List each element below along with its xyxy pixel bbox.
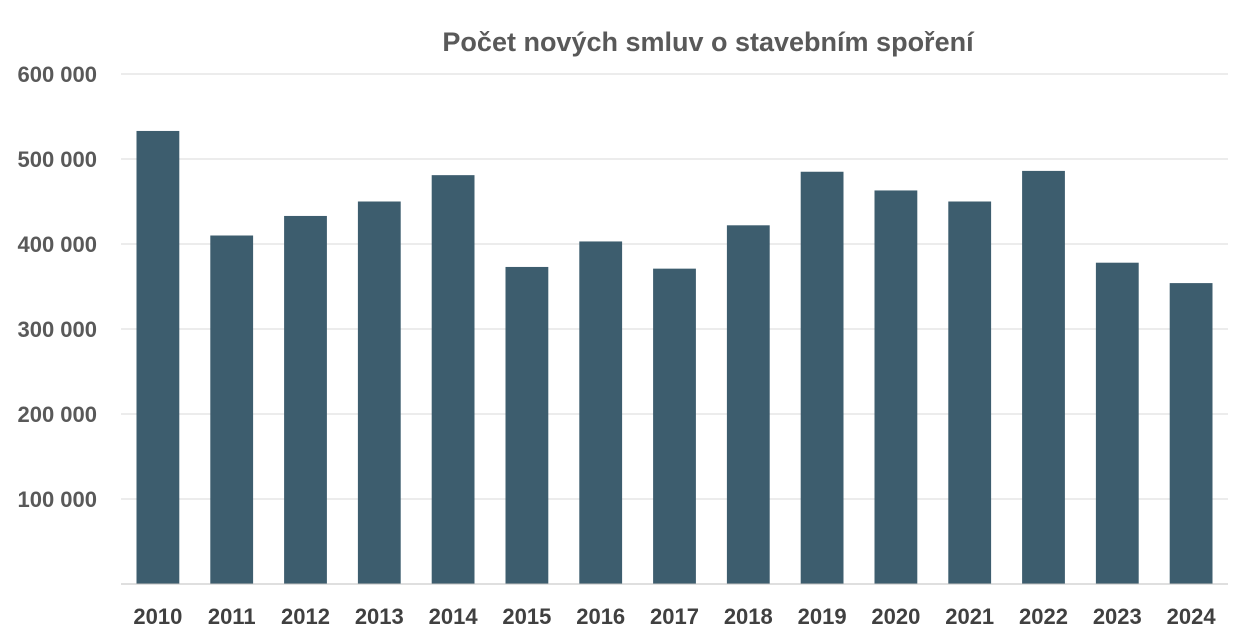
bar-2014 xyxy=(431,175,475,584)
x-tick-label: 2013 xyxy=(355,604,404,629)
y-tick-label: 300 000 xyxy=(17,317,97,342)
x-tick-label: 2021 xyxy=(945,604,994,629)
x-tick-label: 2022 xyxy=(1019,604,1068,629)
y-tick-label: 500 000 xyxy=(17,147,97,172)
bar-2016 xyxy=(579,241,623,584)
x-tick-label: 2024 xyxy=(1167,604,1217,629)
x-tick-label: 2019 xyxy=(798,604,847,629)
y-tick-label: 200 000 xyxy=(17,402,97,427)
bar-2019 xyxy=(800,171,844,584)
y-axis-tick-labels: 100 000 200 000 300 000 400 000 500 000 600 0… xyxy=(17,62,97,512)
bar-2020 xyxy=(874,190,918,584)
x-tick-label: 2023 xyxy=(1093,604,1142,629)
y-tick-label: 100 000 xyxy=(17,487,97,512)
bar-2015 xyxy=(505,266,549,584)
bar-2017 xyxy=(653,268,696,584)
x-axis-tick-labels: 2010 2011 2012 2013 2014 2015 2016 2017 2018 2019… xyxy=(133,604,1216,629)
chart-title: Počet nových smluv o stavebním spoření xyxy=(442,27,975,57)
bar-2021 xyxy=(948,201,992,584)
y-tick-label: 600 000 xyxy=(17,62,97,87)
bar-2023 xyxy=(1095,262,1139,584)
y-tick-label: 400 000 xyxy=(17,232,97,257)
x-tick-label: 2014 xyxy=(429,604,479,629)
x-tick-label: 2012 xyxy=(281,604,330,629)
bar-2011 xyxy=(210,235,254,584)
bar-2018 xyxy=(726,225,770,585)
x-tick-label: 2018 xyxy=(724,604,773,629)
bar-2010 xyxy=(136,130,180,584)
x-tick-label: 2016 xyxy=(576,604,625,629)
bar-2024 xyxy=(1169,283,1213,584)
x-tick-label: 2017 xyxy=(650,604,699,629)
bars xyxy=(136,130,1213,585)
x-tick-label: 2020 xyxy=(871,604,920,629)
x-tick-label: 2011 xyxy=(208,604,256,629)
bar-2022 xyxy=(1022,170,1065,584)
x-tick-label: 2010 xyxy=(133,604,182,629)
bar-2013 xyxy=(357,201,401,584)
bar-2012 xyxy=(284,215,327,584)
x-tick-label: 2015 xyxy=(502,604,551,629)
